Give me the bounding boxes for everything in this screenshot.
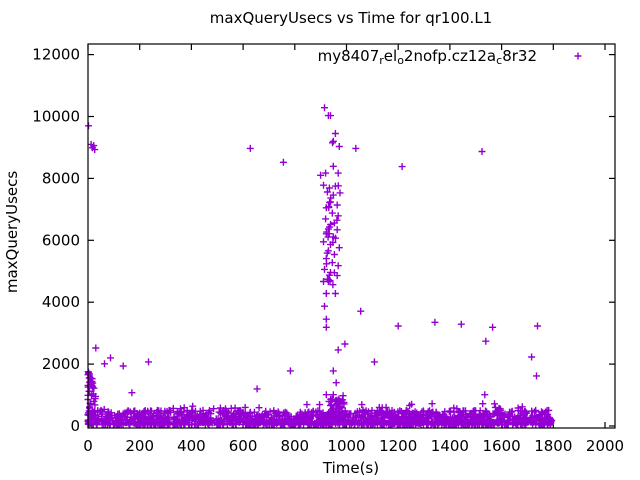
- legend: my8407relo2nofp.cz12ac8r32: [318, 47, 582, 67]
- chart-title: maxQueryUsecs vs Time for qr100.L1: [210, 9, 492, 27]
- plot-frame: [87, 43, 616, 429]
- x-tick-label: 1600: [483, 437, 521, 455]
- x-axis-label: Time(s): [322, 459, 379, 477]
- axis-ticks: 0 200 400 600 800 1000 1200 1400 1600 1800 2000 0 20…: [32, 44, 624, 455]
- x-tick-label: 1000: [327, 437, 365, 455]
- x-tick-label: 200: [125, 437, 154, 455]
- x-tick-label: 600: [229, 437, 258, 455]
- legend-label: my8407relo2nofp.cz12ac8r32: [318, 47, 537, 67]
- legend-marker-plus: [574, 52, 582, 60]
- x-tick-label: 1200: [379, 437, 417, 455]
- y-tick-label: 12000: [32, 46, 80, 64]
- y-tick-label: 0: [70, 417, 80, 435]
- x-tick-label: 1400: [431, 437, 469, 455]
- x-tick-label: 400: [177, 437, 206, 455]
- x-tick-label: 0: [83, 437, 93, 455]
- x-tick-label: 2000: [586, 437, 624, 455]
- y-tick-label: 4000: [42, 293, 80, 311]
- x-tick-label: 800: [280, 437, 309, 455]
- x-tick-label: 1800: [534, 437, 572, 455]
- y-tick-label: 6000: [42, 231, 80, 249]
- y-tick-label: 10000: [32, 108, 80, 126]
- y-tick-label: 8000: [42, 169, 80, 187]
- y-axis-label: maxQueryUsecs: [3, 171, 21, 294]
- y-tick-label: 2000: [42, 355, 80, 373]
